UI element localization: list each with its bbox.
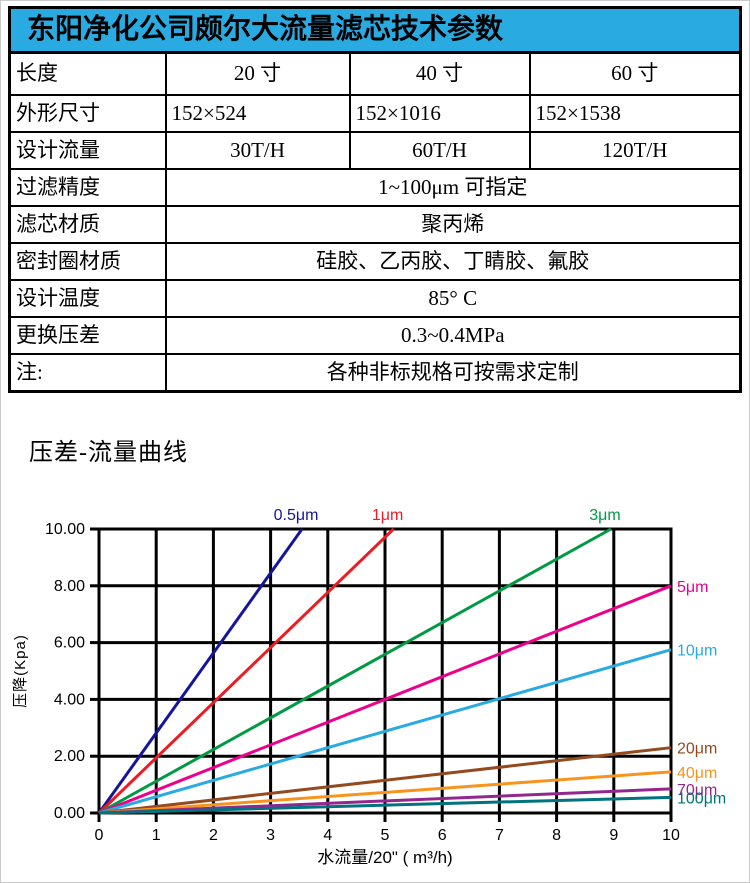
row-value: 30T/H bbox=[164, 131, 351, 170]
row-label: 注: bbox=[8, 353, 167, 393]
x-axis-title: 水流量/20" ( m³/h) bbox=[317, 848, 452, 867]
x-tick-label: 0 bbox=[95, 827, 104, 844]
y-tick-label: 4.00 bbox=[54, 691, 85, 708]
row-label: 过滤精度 bbox=[8, 168, 167, 207]
row-label: 更换压差 bbox=[8, 316, 167, 355]
row-value: 120T/H bbox=[528, 131, 742, 170]
row-value: 20 寸 bbox=[164, 51, 351, 96]
series-line-1μm bbox=[97, 527, 395, 815]
table-row: 长度 20 寸 40 寸 60 寸 bbox=[8, 51, 742, 96]
series-line-5μm bbox=[98, 584, 672, 815]
row-value: 152×1538 bbox=[528, 94, 742, 133]
row-value-span: 各种非标规格可按需求定制 bbox=[164, 353, 742, 393]
row-value-span: 1~100μm 可指定 bbox=[164, 168, 742, 207]
x-tick-label: 8 bbox=[552, 827, 561, 844]
series-label-5μm: 5μm bbox=[677, 579, 708, 596]
row-label: 设计温度 bbox=[8, 279, 167, 318]
series-label-40μm: 40μm bbox=[677, 765, 717, 782]
row-value-span: 硅胶、乙丙胶、丁睛胶、氟胶 bbox=[164, 242, 742, 281]
x-tick-label: 6 bbox=[438, 827, 447, 844]
plot-frame bbox=[97, 527, 673, 815]
y-axis-title: 压降(Kpa) bbox=[12, 634, 29, 708]
series-line-10μm bbox=[98, 648, 672, 815]
row-value: 60T/H bbox=[348, 131, 531, 170]
row-value-span: 0.3~0.4MPa bbox=[164, 316, 742, 355]
table-row: 更换压差 0.3~0.4MPa bbox=[8, 316, 742, 355]
spec-table: 东阳净化公司颇尔大流量滤芯技术参数 长度 20 寸 40 寸 60 寸外形尺寸 152×… bbox=[7, 6, 743, 393]
series-label-100μm: 100μm bbox=[677, 790, 726, 807]
series-label-20μm: 20μm bbox=[677, 741, 717, 758]
x-tick-label: 3 bbox=[266, 827, 275, 844]
row-label: 外形尺寸 bbox=[8, 94, 167, 133]
series-label-0.5μm: 0.5μm bbox=[274, 507, 319, 524]
series-line-3μm bbox=[98, 527, 612, 815]
table-row: 设计流量 30T/H 60T/H 120T/H bbox=[8, 131, 742, 170]
row-label: 密封圈材质 bbox=[8, 242, 167, 281]
series-line-40μm bbox=[98, 770, 672, 815]
row-value: 60 寸 bbox=[528, 51, 742, 96]
row-value: 40 寸 bbox=[348, 51, 531, 96]
table-row: 过滤精度 1~100μm 可指定 bbox=[8, 168, 742, 207]
table-row: 外形尺寸 152×524 152×1016 152×1538 bbox=[8, 94, 742, 133]
series-label-70μm: 70μm bbox=[677, 782, 717, 799]
y-tick-label: 0.00 bbox=[54, 805, 85, 822]
row-label: 长度 bbox=[8, 51, 167, 96]
row-value: 152×524 bbox=[164, 94, 351, 133]
table-row: 密封圈材质 硅胶、乙丙胶、丁睛胶、氟胶 bbox=[8, 242, 742, 281]
series-label-1μm: 1μm bbox=[372, 507, 403, 524]
table-row: 注: 各种非标规格可按需求定制 bbox=[8, 353, 742, 393]
section-heading: 压差-流量曲线 bbox=[29, 440, 188, 466]
row-label: 滤芯材质 bbox=[8, 205, 167, 244]
y-tick-label: 10.00 bbox=[45, 521, 85, 538]
y-tick-label: 2.00 bbox=[54, 748, 85, 765]
x-tick-label: 7 bbox=[495, 827, 504, 844]
table-title-row: 东阳净化公司颇尔大流量滤芯技术参数 bbox=[7, 6, 743, 54]
x-tick-label: 5 bbox=[381, 827, 390, 844]
row-label: 设计流量 bbox=[8, 131, 167, 170]
x-tick-label: 2 bbox=[209, 827, 218, 844]
table-title: 东阳净化公司颇尔大流量滤芯技术参数 bbox=[7, 6, 743, 54]
series-line-100μm bbox=[98, 795, 672, 815]
x-tick-label: 4 bbox=[323, 827, 332, 844]
x-tick-label: 1 bbox=[152, 827, 161, 844]
y-tick-label: 6.00 bbox=[54, 635, 85, 652]
flow-pressure-chart: 0 1 2 3 4 5 6 7 8 9 10 0.00 2.00 4.00 6.00 8.00 10.00 0.5… bbox=[12, 507, 726, 867]
series-label-3μm: 3μm bbox=[589, 507, 620, 524]
row-value: 152×1016 bbox=[348, 94, 531, 133]
series-line-0.5μm bbox=[97, 528, 304, 814]
series-label-10μm: 10μm bbox=[677, 643, 717, 660]
row-value-span: 85° C bbox=[164, 279, 742, 318]
series-line-20μm bbox=[98, 746, 672, 815]
x-tick-label: 9 bbox=[609, 827, 618, 844]
table-row: 滤芯材质 聚丙烯 bbox=[8, 205, 742, 244]
table-row: 设计温度 85° C bbox=[8, 279, 742, 318]
x-tick-label: 10 bbox=[662, 827, 680, 844]
y-tick-label: 8.00 bbox=[54, 578, 85, 595]
row-value-span: 聚丙烯 bbox=[164, 205, 742, 244]
